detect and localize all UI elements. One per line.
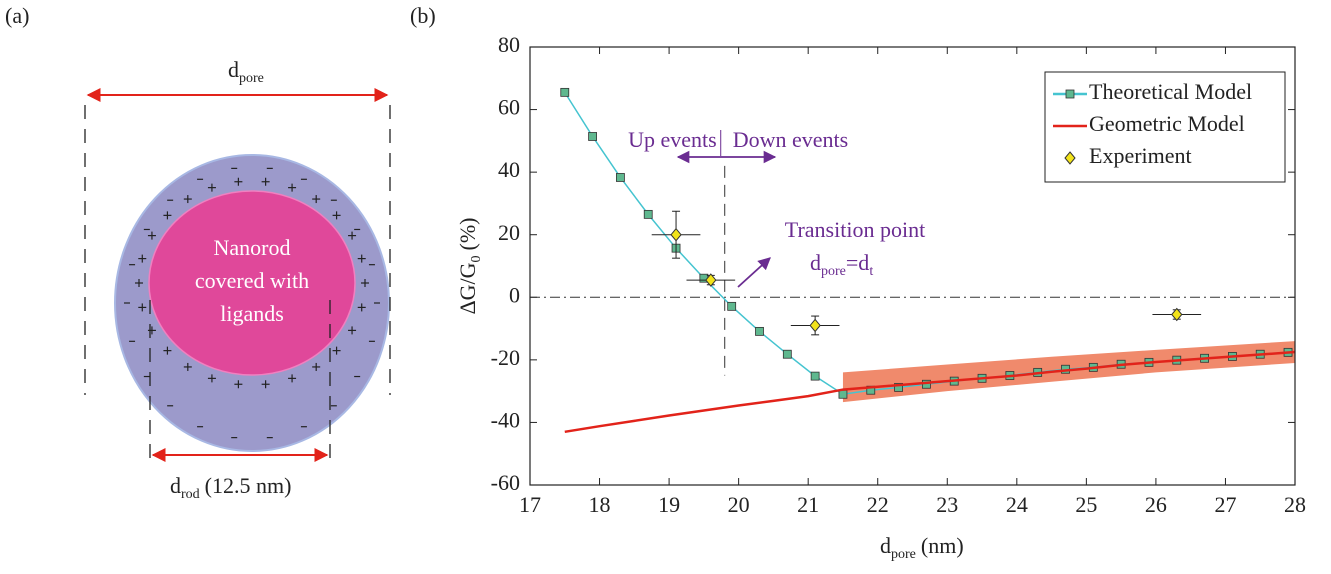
y-tick-label: -20 (491, 345, 520, 370)
model-point (755, 326, 764, 336)
pore-label: dpore (228, 57, 264, 86)
x-tick-label: 27 (1214, 492, 1236, 517)
legend-label: Theoretical Model (1089, 79, 1252, 104)
y-tick-label: 80 (498, 32, 520, 57)
experiment-point (809, 318, 821, 333)
rod-label-main: d (170, 473, 181, 498)
x-tick-label: 22 (867, 492, 889, 517)
y-label-main: ΔG/G (455, 262, 480, 314)
rod-label: drod (12.5 nm) (170, 473, 291, 502)
experiment-point (670, 227, 682, 242)
model-point (588, 132, 597, 141)
eq-mid: =d (846, 250, 869, 275)
x-tick-label: 24 (1006, 492, 1028, 517)
model-point (810, 371, 820, 381)
legend-label: Experiment (1089, 143, 1192, 168)
model-point (782, 349, 792, 359)
x-tick-label: 23 (936, 492, 958, 517)
center-text: covered with (195, 268, 309, 293)
legend-marker (1065, 89, 1075, 99)
chart: 17 18 19 20 21 22 23 24 25 26 27 28 -60 -40 -20 0 20 40 60… (455, 32, 1306, 562)
pore-label-sub: pore (239, 71, 264, 86)
panel-label: (a) (5, 3, 29, 28)
diagram: (a) dpore Nanorod covered with ligands d… (5, 3, 391, 502)
x-tick-label: 18 (589, 492, 611, 517)
center-text: Nanorod (214, 235, 291, 260)
series-line (564, 350, 1296, 434)
pore-label-main: d (228, 57, 239, 82)
x-tick-label: 21 (797, 492, 819, 517)
y-tick-label: -60 (491, 470, 520, 495)
eq-sub: t (869, 264, 873, 279)
y-tick-label: 40 (498, 157, 520, 182)
center-text: ligands (220, 301, 284, 326)
model-point (643, 209, 653, 219)
charges (124, 167, 380, 439)
model-point (838, 389, 848, 399)
x-tick-label: 19 (658, 492, 680, 517)
model-point (894, 382, 903, 392)
rod-label-sub: rod (181, 487, 200, 502)
x-tick-label: 17 (519, 492, 541, 517)
y-label-sub: 0 (469, 255, 484, 262)
y-tick-label: 20 (498, 220, 520, 245)
y-axis-label: ΔG/G0 (%) (455, 217, 484, 314)
x-label-sub: pore (891, 547, 916, 562)
plot-frame (529, 46, 1296, 486)
experiment-point (705, 273, 717, 287)
y-tick-label: 60 (498, 95, 520, 120)
guide-lines (84, 105, 391, 465)
x-tick-label: 28 (1284, 492, 1306, 517)
y-tick-label: -40 (491, 407, 520, 432)
annotation: Transition point (785, 217, 925, 242)
x-axis-label: dpore (nm) (880, 533, 964, 562)
nanorod (148, 190, 356, 376)
x-tick-label: 20 (728, 492, 750, 517)
panel-label: (b) (410, 3, 436, 28)
model-point (616, 173, 625, 182)
transition-arrow (737, 257, 771, 288)
annotation: Down events (733, 127, 848, 152)
x-tick-label: 25 (1075, 492, 1097, 517)
legend-marker (1064, 151, 1076, 165)
x-label-main: d (880, 533, 891, 558)
y-tick-label: 0 (509, 282, 520, 307)
x-label-tail: (nm) (921, 533, 964, 558)
experiment-point (1171, 307, 1183, 322)
model-point (727, 301, 737, 311)
annotation: Up events (628, 127, 717, 152)
model-point (560, 87, 570, 97)
eq-main: d (810, 250, 821, 275)
annotation: dpore=dt (810, 250, 873, 279)
y-label-tail: (%) (455, 217, 480, 250)
legend-label: Geometric Model (1089, 111, 1245, 136)
x-tick-label: 26 (1145, 492, 1167, 517)
eq-sub: pore (821, 264, 846, 279)
rod-label-tail: (12.5 nm) (205, 473, 292, 498)
